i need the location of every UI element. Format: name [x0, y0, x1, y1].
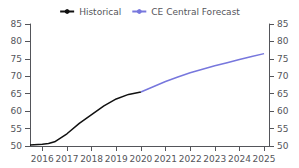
svg-text:2023: 2023 — [203, 154, 226, 164]
svg-text:80: 80 — [11, 36, 23, 46]
svg-text:70: 70 — [277, 71, 289, 81]
svg-text:85: 85 — [277, 19, 288, 29]
svg-text:2020: 2020 — [129, 154, 152, 164]
svg-text:2025: 2025 — [253, 154, 276, 164]
svg-text:2019: 2019 — [105, 154, 128, 164]
svg-text:80: 80 — [277, 36, 289, 46]
svg-text:2022: 2022 — [179, 154, 202, 164]
svg-text:CE Central Forecast: CE Central Forecast — [151, 7, 240, 17]
svg-text:75: 75 — [11, 54, 22, 64]
svg-text:50: 50 — [11, 141, 23, 151]
svg-text:2017: 2017 — [56, 154, 79, 164]
svg-text:60: 60 — [277, 106, 289, 116]
svg-text:65: 65 — [11, 89, 22, 99]
svg-text:85: 85 — [11, 19, 22, 29]
svg-text:2016: 2016 — [31, 154, 54, 164]
svg-text:65: 65 — [277, 89, 288, 99]
svg-text:75: 75 — [277, 54, 288, 64]
svg-text:2018: 2018 — [80, 154, 103, 164]
svg-text:2021: 2021 — [154, 154, 177, 164]
svg-text:Historical: Historical — [79, 7, 121, 17]
svg-text:2024: 2024 — [228, 154, 251, 164]
svg-text:60: 60 — [11, 106, 23, 116]
svg-text:70: 70 — [11, 71, 23, 81]
svg-text:55: 55 — [11, 124, 22, 134]
svg-text:50: 50 — [277, 141, 289, 151]
svg-text:55: 55 — [277, 124, 288, 134]
